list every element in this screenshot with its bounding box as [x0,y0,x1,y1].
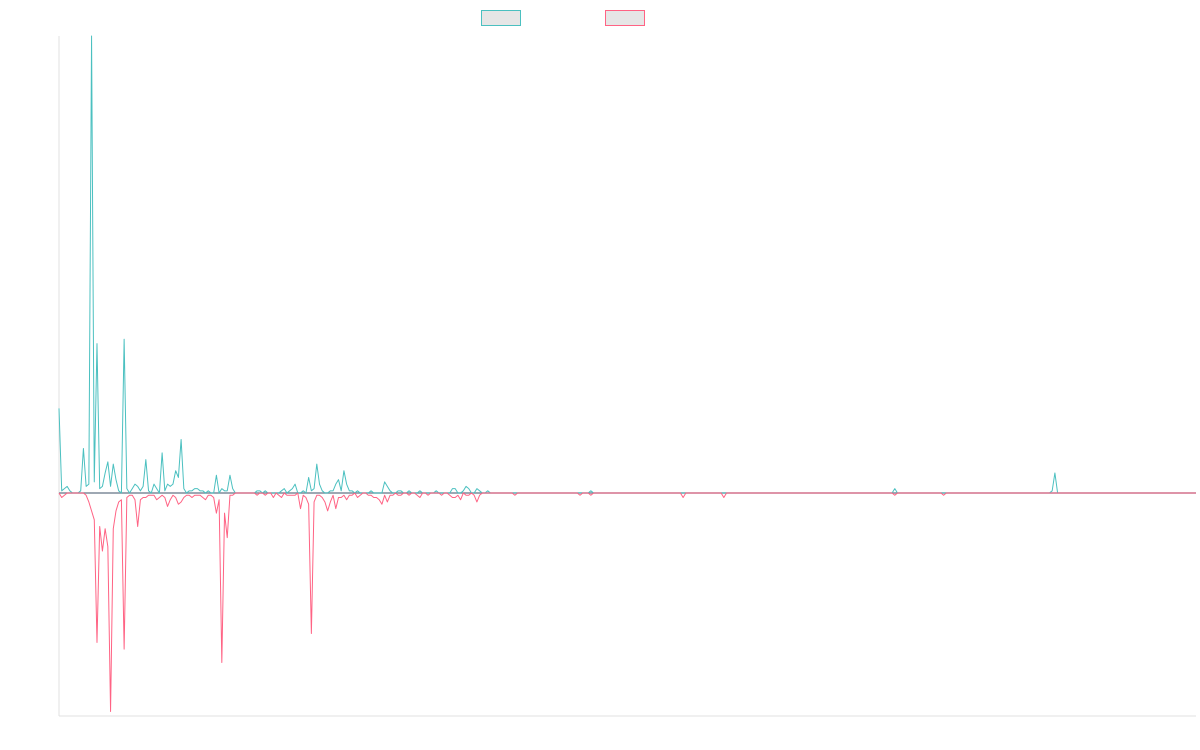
legend-item-series-b[interactable] [605,9,651,27]
legend-swatch-series-a [481,10,521,26]
chart-legend [0,9,1200,27]
chart-axes [58,36,1196,717]
series-layer [58,35,1196,713]
legend-item-series-a[interactable] [481,9,527,27]
legend-swatch-series-b [605,10,645,26]
series-line-a [58,35,1196,494]
series-line-b [58,492,1196,713]
